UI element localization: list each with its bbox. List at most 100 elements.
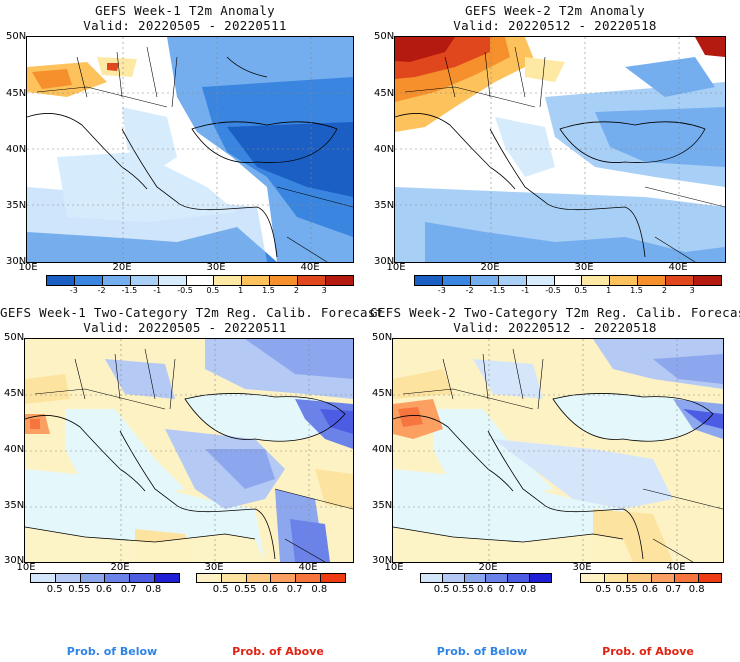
colorbar-swatch [130,276,159,285]
colorbar-swatch [31,574,56,582]
anomaly-map [26,36,354,263]
lon-label-20e: 20E [480,262,500,273]
colorbar-tick-label: 0.6 [642,584,658,595]
colorbar-tick-label: 2 [661,286,667,295]
footer-prob-above-label: Prob. of Above [232,645,324,658]
lon-label-30e: 30E [574,262,594,273]
footer-prob-below-label: Prob. of Below [436,645,528,658]
colorbar-swatch [214,276,243,285]
lon-label-10e: 10E [16,562,36,573]
anomaly-colorbar [46,275,354,286]
colorbar-tick-label: 3 [689,286,695,295]
lon-label-30e: 30E [572,562,592,573]
colorbar-tick-label: 0.5 [595,584,612,595]
colorbar-swatch [326,276,353,285]
lat-label-45n: 45N [372,388,393,399]
lat-label-45n: 45N [374,88,395,99]
lon-label-30e: 30E [206,262,226,273]
lat-label-45n: 45N [6,88,27,99]
anomaly-colorbar-labels: -3 -2 -1.5 -1 -0.5 0.5 1 1.5 2 3 [46,286,352,296]
lat-label-30n: 30N [374,256,395,267]
colorbar-swatch [130,574,156,582]
lon-label-10e: 10E [386,262,406,273]
lat-label-40n: 40N [6,144,27,155]
colorbar-swatch [628,574,652,582]
anomaly-colorbar [414,275,722,286]
panel-week2-anomaly: GEFS Week-2 T2m Anomaly Valid: 20220512 … [370,0,740,300]
colorbar-swatch [74,276,103,285]
lat-label-35n: 35N [372,500,393,511]
footer-prob-above-label: Prob. of Above [602,645,694,658]
colorbar-swatch [102,276,131,285]
colorbar-swatch [442,276,471,285]
lat-label-35n: 35N [6,200,27,211]
colorbar-tick-label: 0.55 [615,584,638,595]
colorbar-tick-label: 0.6 [477,584,493,595]
colorbar-tick-label: -1 [521,286,530,295]
colorbar-swatch [675,574,699,582]
colorbar-tick-label: -1.5 [121,286,138,295]
colorbar-tick-label: 0.5 [433,584,450,595]
colorbar-tick-label: 0.7 [286,584,303,595]
lat-label-40n: 40N [374,144,395,155]
colorbar-tick-label: -0.5 [545,286,561,295]
colorbar-swatch [498,276,527,285]
colorbar-swatch [508,574,531,582]
colorbar-swatch [486,574,509,582]
colorbar-tick-label: 0.6 [262,584,278,595]
panel-title: GEFS Week-2 Two-Category T2m Reg. Calib.… [370,305,740,320]
lon-label-20e: 20E [478,562,498,573]
lat-label-50n: 50N [6,31,27,42]
panel-title: GEFS Week-2 T2m Anomaly [465,3,645,18]
panel-valid-dates: Valid: 20220505 - 20220511 [83,320,287,335]
footer-prob-below-label: Prob. of Below [66,645,158,658]
colorbar-swatch [442,574,465,582]
prob-above-colorbar [580,573,722,583]
colorbar-swatch [421,574,443,582]
lon-label-40e: 40E [668,262,688,273]
colorbar-swatch [530,574,551,582]
colorbar-tick-label: 0.55 [234,584,257,595]
colorbar-tick-label: -0.5 [177,286,193,295]
colorbar-swatch [321,574,345,582]
colorbar-tick-label: 0.5 [46,584,63,595]
lat-label-35n: 35N [4,500,25,511]
colorbar-swatch [47,276,75,285]
lat-label-30n: 30N [4,555,25,566]
prob-above-colorbar-labels: 0.5 0.55 0.6 0.7 0.8 [196,584,344,596]
prob-above-colorbar-labels: 0.5 0.55 0.6 0.7 0.8 [580,584,720,596]
lon-label-30e: 30E [204,562,224,573]
colorbar-swatch [270,276,299,285]
colorbar-tick-label: -1.5 [489,286,506,295]
colorbar-tick-label: -2 [97,286,106,295]
colorbar-swatch [221,574,247,582]
colorbar-swatch [470,276,499,285]
colorbar-tick-label: 0.5 [574,286,588,295]
probability-map [24,338,354,563]
colorbar-tick-label: 1.5 [630,286,643,295]
colorbar-swatch [526,276,555,285]
lat-label-45n: 45N [4,388,25,399]
lon-label-10e: 10E [18,262,38,273]
colorbar-tick-label: 1 [238,286,244,295]
prob-below-colorbar-labels: 0.5 0.55 0.6 0.7 0.8 [30,584,178,596]
colorbar-swatch [694,276,721,285]
colorbar-swatch [415,276,443,285]
lon-label-20e: 20E [112,262,132,273]
colorbar-swatch [242,276,271,285]
colorbar-swatch [246,574,272,582]
prob-below-colorbar-labels: 0.5 0.55 0.6 0.7 0.8 [420,584,550,596]
colorbar-tick-label: 0.5 [212,584,229,595]
panel-week2-probability: GEFS Week-2 Two-Category T2m Reg. Calib.… [370,300,740,640]
lat-label-30n: 30N [6,256,27,267]
colorbar-tick-label: 1.5 [262,286,275,295]
panel-week1-anomaly: GEFS Week-1 T2m Anomaly Valid: 20220505 … [0,0,370,300]
lat-label-30n: 30N [372,555,393,566]
colorbar-swatch [296,574,322,582]
lat-label-35n: 35N [374,200,395,211]
colorbar-tick-label: 0.7 [665,584,682,595]
colorbar-swatch [186,276,215,285]
lat-label-50n: 50N [4,332,25,343]
panel-week1-probability: GEFS Week-1 Two-Category T2m Reg. Calib.… [0,300,383,640]
colorbar-tick-label: -3 [437,286,446,295]
